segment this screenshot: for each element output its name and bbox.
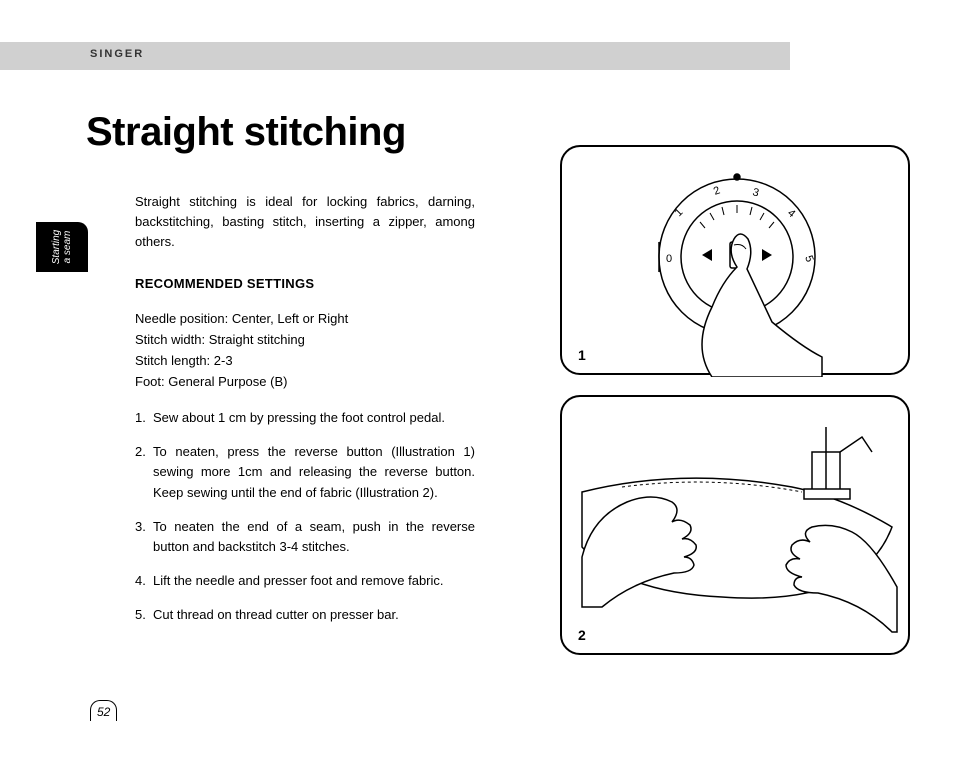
settings-block: Needle position: Center, Left or Right S… bbox=[135, 309, 475, 393]
recommended-settings-heading: RECOMMENDED SETTINGS bbox=[135, 274, 475, 294]
step-2: 2. To neaten, press the reverse button (… bbox=[135, 442, 475, 502]
intro-paragraph: Straight stitching is ideal for locking … bbox=[135, 192, 475, 252]
setting-foot: Foot: General Purpose (B) bbox=[135, 372, 475, 392]
setting-length: Stitch length: 2-3 bbox=[135, 351, 475, 371]
dial-num-5: 5 bbox=[802, 254, 815, 264]
illustration-2: 2 bbox=[560, 395, 910, 655]
dial-num-0: 0 bbox=[666, 253, 672, 265]
step-text: To neaten, press the reverse button (Ill… bbox=[153, 442, 475, 502]
step-1: 1. Sew about 1 cm by pressing the foot c… bbox=[135, 408, 475, 428]
setting-width: Stitch width: Straight stitching bbox=[135, 330, 475, 350]
setting-needle: Needle position: Center, Left or Right bbox=[135, 309, 475, 329]
dial-num-2: 2 bbox=[712, 184, 722, 197]
chapter-tab: Starting a seam bbox=[36, 222, 88, 272]
sewing-illustration bbox=[562, 397, 912, 657]
step-3: 3. To neaten the end of a seam, push in … bbox=[135, 517, 475, 557]
brand-label: SINGER bbox=[90, 48, 144, 60]
step-5: 5. Cut thread on thread cutter on presse… bbox=[135, 605, 475, 625]
step-text: To neaten the end of a seam, push in the… bbox=[153, 517, 475, 557]
step-num: 3. bbox=[135, 517, 153, 557]
step-num: 4. bbox=[135, 571, 153, 591]
side-tab-line1: Starting bbox=[51, 230, 62, 264]
side-tab-line2: a seam bbox=[62, 231, 73, 264]
dial-num-3: 3 bbox=[751, 186, 760, 199]
step-num: 2. bbox=[135, 442, 153, 502]
step-text: Lift the needle and presser foot and rem… bbox=[153, 571, 475, 591]
dial-illustration: 0 1 2 3 4 5 bbox=[562, 147, 912, 377]
dial-num-4: 4 bbox=[785, 207, 797, 220]
dial-num-1: 1 bbox=[673, 206, 686, 219]
page-number: 52 bbox=[90, 700, 117, 721]
step-num: 5. bbox=[135, 605, 153, 625]
step-4: 4. Lift the needle and presser foot and … bbox=[135, 571, 475, 591]
illustration-1-label: 1 bbox=[578, 347, 586, 363]
step-num: 1. bbox=[135, 408, 153, 428]
body-text: Straight stitching is ideal for locking … bbox=[135, 192, 475, 639]
illustration-1: 0 1 2 3 4 5 1 bbox=[560, 145, 910, 375]
page-title: Straight stitching bbox=[86, 110, 406, 155]
steps-list: 1. Sew about 1 cm by pressing the foot c… bbox=[135, 408, 475, 625]
illustration-2-label: 2 bbox=[578, 627, 586, 643]
step-text: Sew about 1 cm by pressing the foot cont… bbox=[153, 408, 475, 428]
step-text: Cut thread on thread cutter on presser b… bbox=[153, 605, 475, 625]
page-number-tab: 52 bbox=[90, 700, 117, 721]
